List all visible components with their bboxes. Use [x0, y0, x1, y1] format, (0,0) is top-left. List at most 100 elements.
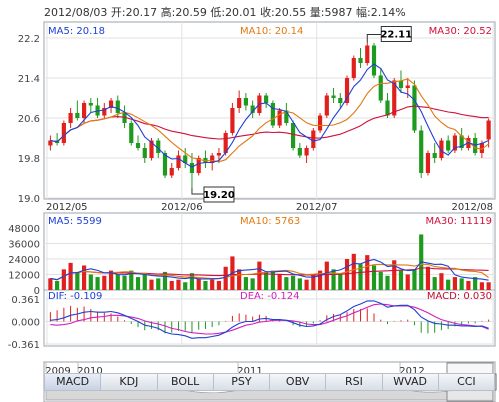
candle-body	[176, 155, 181, 168]
candle-body	[75, 113, 80, 118]
candle-body	[432, 153, 437, 158]
candle-body	[338, 98, 343, 103]
tab-cci[interactable]: CCI	[457, 375, 476, 388]
volume-bar	[473, 277, 478, 290]
candle-body	[135, 143, 141, 148]
candle-body	[317, 115, 323, 131]
volume-value: 5987	[324, 6, 353, 19]
volume-bar	[317, 270, 323, 290]
candle-body	[162, 153, 168, 176]
volume-bar	[378, 271, 383, 290]
tab-psy[interactable]: PSY	[214, 374, 270, 390]
open-label: 开:	[110, 6, 126, 19]
volume-bar	[291, 275, 296, 290]
candle-body	[210, 155, 215, 163]
candle-body	[297, 148, 302, 156]
candle-body	[230, 108, 235, 133]
candle-body	[479, 143, 484, 153]
volume-bar	[446, 279, 451, 290]
volume-label: 量:	[309, 6, 325, 19]
price-y-tick: 20.6	[18, 114, 40, 125]
volume-bar	[385, 275, 390, 290]
candle-body	[291, 123, 296, 148]
dif-legend: DIF: -0.109	[48, 291, 102, 302]
volume-bar	[216, 280, 222, 290]
volume-bar	[176, 279, 181, 290]
candle-body	[398, 80, 404, 88]
candle-body	[102, 108, 107, 116]
low-callout-value: 19.20	[203, 190, 235, 201]
tab-boll[interactable]: BOLL	[158, 374, 214, 390]
high-callout-value: 22.11	[380, 30, 412, 41]
macd-y-tick: 0.000	[11, 318, 40, 329]
volume-bar	[135, 277, 141, 290]
candle-body	[196, 158, 201, 173]
volume-bar	[243, 277, 248, 290]
volume-bar	[432, 277, 437, 290]
tab-kdj[interactable]: KDJ	[101, 374, 158, 390]
volume-bar	[412, 269, 417, 290]
low-label: 低:	[210, 6, 226, 19]
dif-line	[50, 300, 489, 339]
volume-bar	[264, 271, 269, 290]
vol-ma5-legend: MA5: 5599	[48, 216, 102, 227]
candle-body	[486, 120, 491, 140]
macd-y-tick: -0.361	[8, 340, 40, 351]
candle-body	[149, 140, 154, 158]
volume-bar	[466, 280, 471, 290]
volume-bar	[183, 282, 188, 290]
tab-rsi[interactable]: RSI	[326, 374, 383, 390]
ma10-legend: MA10: 20.14	[240, 26, 303, 37]
volume-y-tick: 12000	[8, 271, 40, 282]
ma5-line	[50, 63, 489, 168]
tab-obv[interactable]: OBV	[270, 374, 327, 390]
volume-bar	[203, 280, 208, 290]
volume-bar	[344, 259, 350, 290]
volume-bar	[324, 261, 329, 290]
candle-body	[81, 103, 87, 118]
candle-body	[324, 95, 329, 116]
volume-bar	[95, 277, 100, 290]
volume-bar	[102, 275, 107, 290]
change-label: 幅:	[356, 6, 371, 19]
volume-bar	[250, 278, 255, 290]
volume-bar	[297, 278, 302, 290]
volume-bar	[479, 282, 484, 290]
ma5-legend: MA5: 20.18	[48, 26, 105, 37]
candle-body	[459, 135, 464, 148]
volume-bar	[338, 273, 343, 290]
ma10-line	[50, 78, 489, 163]
tab-wvad[interactable]: WVAD	[383, 374, 439, 390]
price-x-tick: 2012/05	[46, 202, 88, 213]
change-value: 2.14%	[370, 6, 406, 19]
candle-body	[48, 140, 53, 146]
vol-ma30-legend: MA30: 11119	[425, 216, 492, 227]
volume-bar	[405, 274, 410, 290]
volume-bar	[270, 270, 275, 290]
candle-body	[452, 135, 458, 151]
price-y-tick: 19.8	[18, 154, 40, 165]
volume-bar	[439, 273, 444, 290]
volume-bar	[142, 274, 147, 290]
candle-body	[419, 130, 424, 173]
candle-body	[311, 130, 316, 148]
high-callout-line	[366, 34, 382, 43]
candle-body	[169, 168, 174, 176]
tab-macd[interactable]: MACD	[45, 374, 102, 390]
volume-bar	[81, 265, 87, 290]
candle-body	[405, 85, 410, 88]
candle-body	[223, 133, 228, 153]
volume-bar	[88, 274, 93, 290]
volume-bar	[189, 273, 195, 290]
candle-body	[385, 100, 390, 116]
dea-legend: DEA: -0.124	[240, 291, 299, 302]
candle-body	[344, 78, 350, 103]
volume-bar	[196, 278, 201, 290]
indicator-tabs: MACD KDJ BOLL PSY OBV RSI WVAD CCI	[44, 373, 495, 391]
price-y-tick: 19.0	[18, 194, 40, 205]
high-callout-box	[380, 26, 412, 42]
candle-body	[378, 75, 383, 101]
price-y-tick: 21.4	[18, 74, 40, 85]
